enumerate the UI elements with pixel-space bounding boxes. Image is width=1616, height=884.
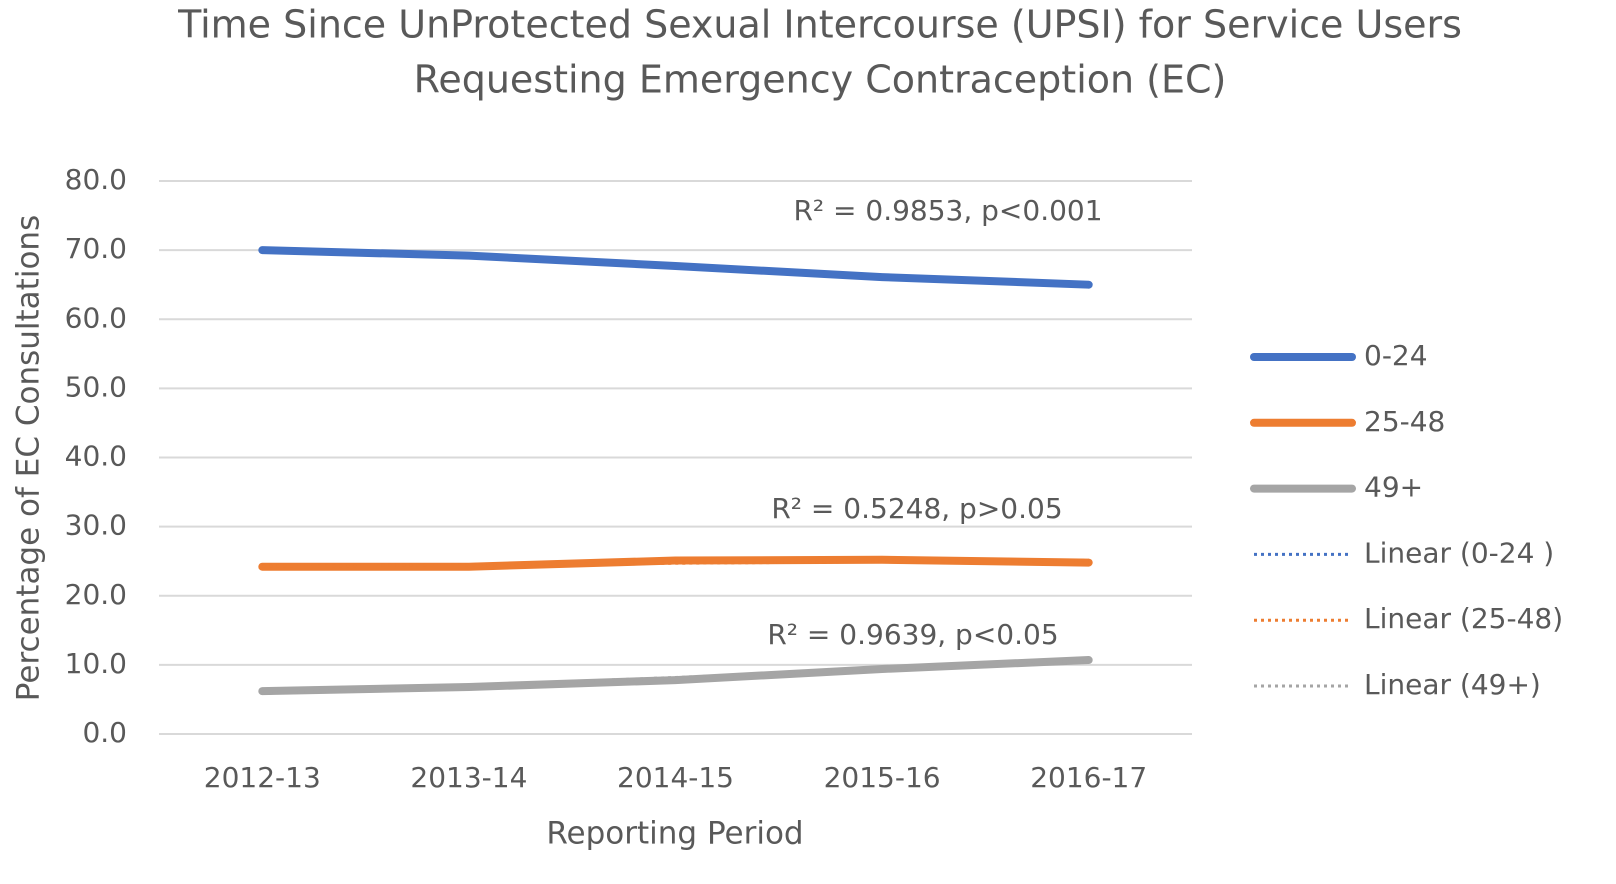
x-tick-label: 2014-15 — [617, 761, 734, 794]
series-line — [258, 656, 1093, 696]
y-tick-label: 50.0 — [65, 370, 127, 403]
x-tick-label: 2012-13 — [204, 761, 321, 794]
chart-title: Time Since UnProtected Sexual Intercours… — [177, 3, 1462, 47]
y-tick-label: 40.0 — [65, 440, 127, 473]
y-tick-label: 60.0 — [65, 301, 127, 334]
y-tick-label: 0.0 — [82, 716, 127, 749]
chart-title: Requesting Emergency Contraception (EC) — [414, 58, 1227, 102]
y-axis-title: Percentage of EC Consultations — [11, 215, 47, 701]
y-tick-label: 80.0 — [65, 163, 127, 196]
legend-label: 0-24 — [1364, 339, 1428, 372]
x-tick-label: 2015-16 — [824, 761, 941, 794]
annotation: R² = 0.5248, p>0.05 — [771, 492, 1062, 525]
legend-label: Linear (0-24 ) — [1364, 536, 1554, 569]
y-tick-label: 30.0 — [65, 509, 127, 542]
legend-label: 25-48 — [1364, 405, 1445, 438]
legend-label: Linear (49+) — [1364, 668, 1541, 701]
y-tick-label: 10.0 — [65, 647, 127, 680]
legend-label: Linear (25-48) — [1364, 602, 1563, 635]
y-tick-label: 20.0 — [65, 578, 127, 611]
trendline — [262, 558, 1089, 568]
x-tick-label: 2016-17 — [1030, 761, 1147, 794]
y-tick-label: 70.0 — [65, 232, 127, 265]
trendline — [262, 247, 1089, 287]
legend-label: 49+ — [1364, 471, 1423, 504]
trendline — [262, 659, 1089, 695]
x-axis-title: Reporting Period — [546, 816, 803, 852]
x-tick-label: 2013-14 — [410, 761, 527, 794]
annotation: R² = 0.9853, p<0.001 — [793, 194, 1102, 227]
annotation: R² = 0.9639, p<0.05 — [767, 618, 1058, 651]
